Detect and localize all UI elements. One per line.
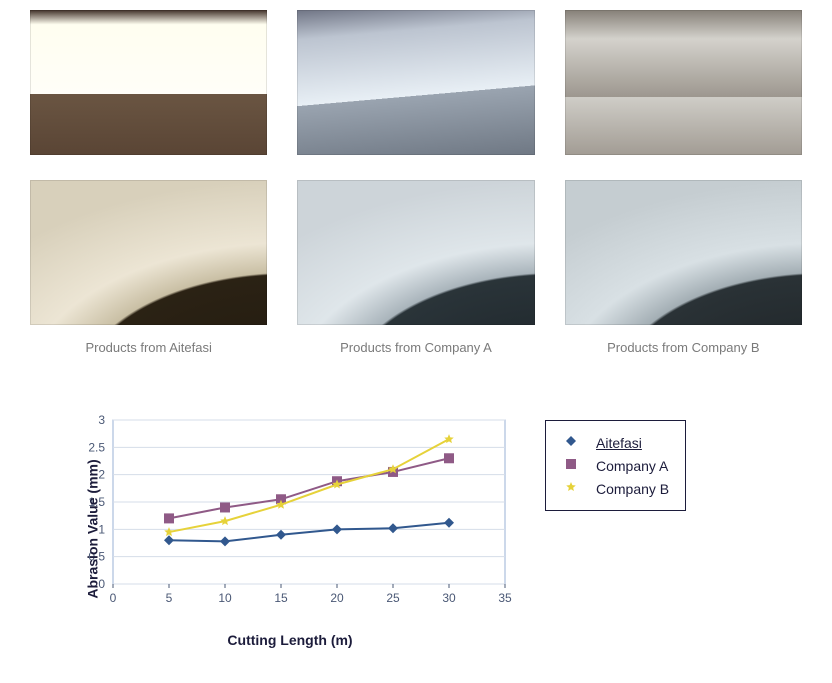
svg-text:25: 25 (386, 591, 400, 605)
svg-text:0: 0 (110, 591, 117, 605)
photo-company-b-side (565, 180, 802, 325)
chart-legend: Aitefasi Company A Company B (545, 420, 686, 511)
svg-text:15: 15 (274, 591, 288, 605)
legend-item-aitefasi: Aitefasi (562, 431, 669, 454)
legend-label: Company A (596, 458, 668, 474)
square-icon (562, 457, 580, 474)
y-axis-label: Abrasion Value (mm) (85, 459, 101, 598)
svg-text:2.5: 2.5 (88, 440, 105, 454)
caption-aitefasi: Products from Aitefasi (30, 340, 267, 355)
abrasion-chart: Abrasion Value (mm) 00.511.522.530510152… (65, 410, 515, 648)
legend-label: Aitefasi (596, 435, 642, 451)
photo-company-b-top (565, 10, 802, 155)
svg-text:30: 30 (442, 591, 456, 605)
chart-svg: 00.511.522.5305101520253035 (65, 410, 515, 610)
svg-text:20: 20 (330, 591, 344, 605)
legend-item-company-b: Company B (562, 477, 669, 500)
svg-text:10: 10 (218, 591, 232, 605)
diamond-icon (562, 434, 580, 451)
svg-text:5: 5 (166, 591, 173, 605)
product-photo-grid (10, 10, 822, 325)
star-icon (562, 480, 580, 497)
photo-company-a-top (297, 10, 534, 155)
caption-company-b: Products from Company B (565, 340, 802, 355)
legend-label: Company B (596, 481, 669, 497)
photo-company-a-side (297, 180, 534, 325)
photo-captions: Products from Aitefasi Products from Com… (10, 340, 822, 355)
legend-item-company-a: Company A (562, 454, 669, 477)
caption-company-a: Products from Company A (297, 340, 534, 355)
photo-aitefasi-side (30, 180, 267, 325)
photo-aitefasi-top (30, 10, 267, 155)
svg-text:3: 3 (98, 413, 105, 427)
x-axis-label: Cutting Length (m) (65, 632, 515, 648)
svg-text:35: 35 (498, 591, 512, 605)
